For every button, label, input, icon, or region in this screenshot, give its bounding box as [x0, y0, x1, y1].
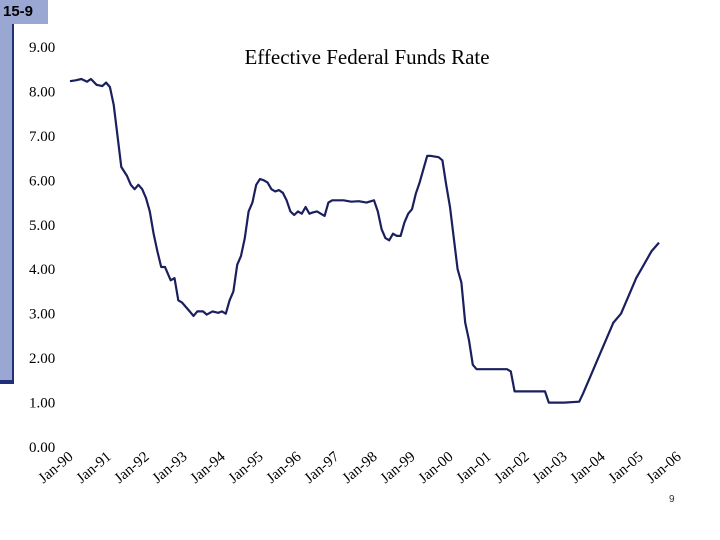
x-tick-label: Jan-93	[150, 449, 191, 487]
x-tick-label: Jan-99	[378, 449, 419, 487]
x-tick-label: Jan-96	[264, 448, 305, 486]
y-tick-label: 9.00	[29, 40, 55, 56]
y-tick-label: 7.00	[29, 129, 55, 145]
y-tick-label: 5.00	[29, 218, 55, 234]
x-tick-label: Jan-98	[340, 449, 381, 487]
x-tick-label: Jan-94	[188, 448, 229, 486]
x-tick-label: Jan-97	[302, 448, 343, 486]
x-tick-label: Jan-01	[454, 449, 495, 487]
y-tick-label: 4.00	[29, 262, 55, 278]
x-axis: Jan-90Jan-91Jan-92Jan-93Jan-94Jan-95Jan-…	[36, 448, 685, 486]
y-tick-label: 2.00	[29, 351, 55, 367]
x-tick-label: Jan-00	[416, 449, 457, 487]
y-tick-label: 1.00	[29, 396, 55, 412]
side-accent-bar-base	[0, 380, 14, 384]
side-accent-bar	[0, 24, 14, 382]
y-axis: 0.00 1.00 2.00 3.00 4.00 5.00 6.00 7.00 8.00 9.00	[29, 40, 55, 456]
chart-title: Effective Federal Funds Rate	[244, 45, 489, 69]
x-tick-label: Jan-02	[492, 449, 533, 487]
x-tick-label: Jan-03	[530, 449, 571, 487]
y-tick-label: 8.00	[29, 84, 55, 100]
x-tick-label: Jan-92	[112, 449, 153, 487]
x-tick-label: Jan-95	[226, 449, 267, 487]
slide-number-tag: 15-9	[0, 0, 48, 24]
series-line-fed-funds-rate	[69, 77, 660, 404]
x-tick-label: Jan-05	[606, 449, 647, 487]
y-tick-label: 0.00	[29, 440, 55, 456]
x-tick-label: Jan-91	[74, 449, 115, 487]
x-tick-label: Jan-04	[568, 448, 609, 486]
x-tick-label: Jan-06	[644, 448, 685, 486]
page-number: 9	[669, 494, 675, 505]
y-tick-label: 6.00	[29, 173, 55, 189]
y-tick-label: 3.00	[29, 307, 55, 323]
